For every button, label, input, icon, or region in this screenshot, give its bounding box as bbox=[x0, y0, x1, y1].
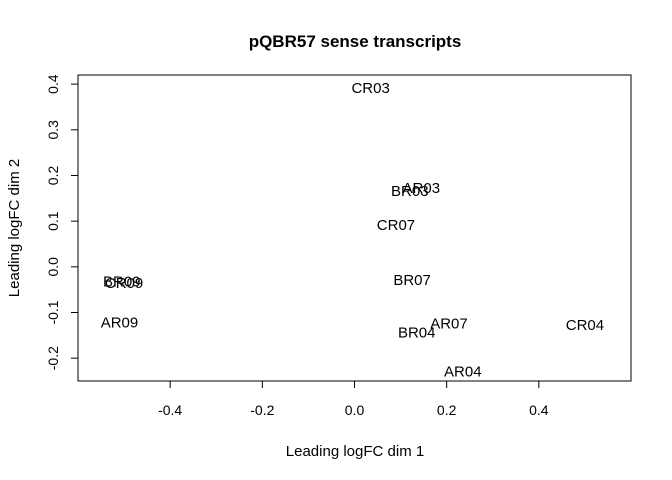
x-tick-label: 0.0 bbox=[345, 402, 365, 418]
point-label-ar04: AR04 bbox=[444, 363, 482, 380]
plot-frame bbox=[77, 74, 632, 382]
point-label-cr03: CR03 bbox=[351, 80, 389, 97]
y-axis: -0.2 -0.1 0.0 0.1 0.2 0.3 0.4 bbox=[45, 74, 79, 370]
point-label-br03: BR03 bbox=[391, 183, 429, 200]
y-axis-label: Leading logFC dim 2 bbox=[6, 159, 23, 297]
y-tick-label: 0.0 bbox=[45, 257, 61, 277]
x-tick-label: -0.2 bbox=[250, 402, 274, 418]
chart-title: pQBR57 sense transcripts bbox=[249, 32, 462, 51]
point-label-cr07: CR07 bbox=[377, 217, 415, 234]
y-tick-label: 0.4 bbox=[45, 74, 61, 94]
y-tick-label: -0.2 bbox=[45, 346, 61, 370]
point-label-cr04: CR04 bbox=[566, 317, 604, 334]
point-label-ar07: AR07 bbox=[430, 315, 468, 332]
point-label-br04: BR04 bbox=[398, 325, 436, 342]
x-tick-label: 0.4 bbox=[529, 402, 549, 418]
x-tick-label: 0.2 bbox=[437, 402, 457, 418]
point-label-ar03: AR03 bbox=[403, 180, 441, 197]
point-label-br09: BR09 bbox=[103, 273, 141, 290]
y-tick-label: -0.1 bbox=[45, 300, 61, 324]
point-label-ar09: AR09 bbox=[101, 314, 139, 331]
point-label-cr09: CR09 bbox=[105, 275, 143, 292]
y-tick-label: 0.3 bbox=[45, 120, 61, 140]
x-axis-label: Leading logFC dim 1 bbox=[286, 443, 424, 460]
point-label-br07: BR07 bbox=[393, 272, 431, 289]
x-tick-label: -0.4 bbox=[158, 402, 182, 418]
x-axis: -0.4 -0.2 0.0 0.2 0.4 bbox=[158, 380, 549, 418]
y-tick-label: 0.2 bbox=[45, 166, 61, 186]
y-tick-label: 0.1 bbox=[45, 211, 61, 231]
